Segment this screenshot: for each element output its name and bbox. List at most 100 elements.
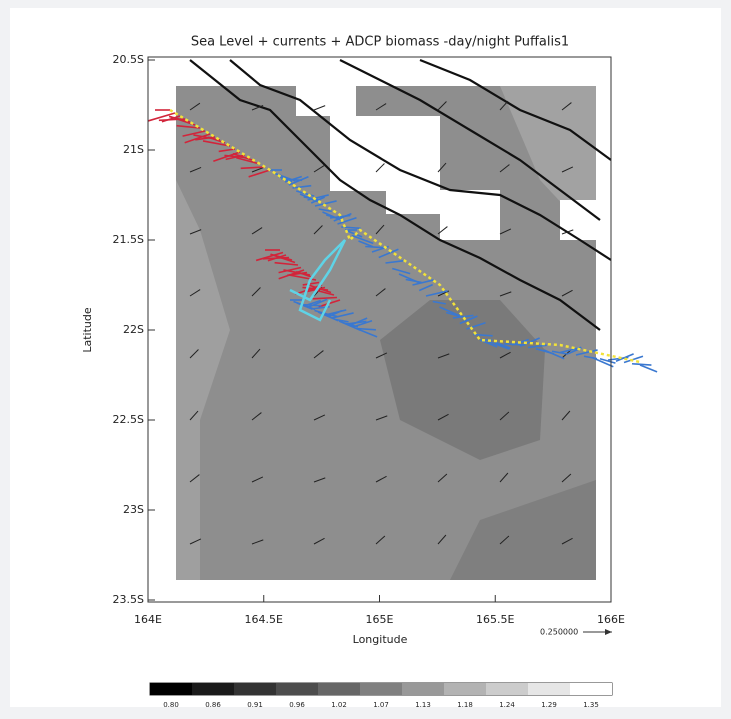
land-mask [386, 190, 440, 214]
colorbar-label: 1.35 [583, 701, 599, 709]
current-vector [313, 537, 325, 545]
adcp-stick [378, 248, 399, 259]
colorbar-swatch [402, 683, 444, 695]
y-tick-label: 23.5S [113, 593, 144, 606]
adcp-stick [300, 303, 322, 307]
colorbar-label: 1.29 [541, 701, 557, 709]
current-vector [561, 229, 574, 235]
x-tick-label: 166E [597, 613, 625, 626]
colorbar-label: 1.07 [373, 701, 389, 709]
map-field [147, 58, 658, 580]
current-vector [561, 410, 571, 421]
current-vector [437, 226, 448, 235]
y-tick-label: 21S [123, 143, 144, 156]
adcp-stick [278, 266, 302, 274]
current-vector [313, 350, 324, 359]
colorbar-label: 1.13 [415, 701, 431, 709]
adcp-stick [337, 216, 357, 225]
y-tick-label: 23S [123, 503, 144, 516]
adcp-stick [543, 349, 565, 360]
current-vector [251, 476, 264, 483]
current-vector [251, 539, 264, 545]
current-vector [499, 100, 509, 111]
current-vector [313, 477, 326, 483]
y-tick-label: 21.5S [113, 233, 144, 246]
adcp-stick [147, 112, 176, 122]
y-tick-label: 22S [123, 323, 144, 336]
current-vector [251, 412, 262, 421]
colorbar-label: 0.91 [247, 701, 263, 709]
current-vector [437, 101, 447, 111]
current-vector [251, 167, 264, 173]
current-vector [561, 473, 572, 483]
adcp-stick [344, 229, 363, 238]
current-vector [189, 166, 202, 173]
colorbar-swatch [528, 683, 570, 695]
adcp-stick [335, 318, 349, 323]
colorbar-label: 1.24 [499, 701, 515, 709]
current-vector [251, 227, 263, 235]
current-vector [561, 289, 573, 297]
land-mask [296, 86, 356, 116]
adcp-stick [307, 298, 328, 309]
colorbar-label: 0.80 [163, 701, 179, 709]
adcp-stick [631, 362, 652, 366]
current-vector [189, 349, 199, 359]
current-vector [375, 288, 386, 297]
adcp-stick [519, 337, 540, 347]
current-vector [251, 104, 264, 111]
adcp-stick [487, 340, 510, 350]
colorbar-swatch [486, 683, 528, 695]
land-mask [560, 200, 596, 240]
current-vector [189, 474, 200, 483]
adcp-stick [439, 306, 462, 317]
adcp-stick [310, 287, 335, 296]
colorbar-label: 0.86 [205, 701, 221, 709]
current-vector [189, 538, 202, 545]
y-tick-label: 20.5S [113, 53, 144, 66]
adcp-stick [358, 240, 374, 248]
colorbar-swatch [360, 683, 402, 695]
current-vector [189, 229, 202, 235]
adcp-stick [495, 341, 511, 349]
current-vector [437, 413, 449, 421]
adcp-tracks [147, 109, 658, 373]
adcp-stick [551, 350, 568, 355]
adcp-stick [292, 184, 312, 189]
adcp-stick [405, 278, 422, 284]
ship-track [169, 108, 641, 364]
x-tick-label: 165E [366, 613, 394, 626]
x-tick-label: 164E [134, 613, 162, 626]
current-vector [189, 102, 201, 111]
adcp-stick [312, 296, 338, 300]
adcp-stick [317, 311, 339, 322]
adcp-stick [240, 166, 266, 170]
x-tick-label: 164.5E [245, 613, 283, 626]
adcp-stick [527, 344, 547, 349]
adcp-stick [452, 314, 474, 319]
coastline [189, 59, 601, 331]
adcp-stick [255, 251, 284, 262]
title: Sea Level + currents + ADCP biomass -day… [191, 35, 569, 50]
adcp-stick [432, 300, 446, 305]
current-vector [375, 475, 387, 483]
adcp-stick [303, 299, 321, 307]
y-tick-label: 22.5S [113, 413, 144, 426]
adcp-stick [425, 290, 448, 297]
current-vector [251, 348, 261, 359]
colorbar-swatch [318, 683, 360, 695]
adcp-stick [274, 261, 299, 266]
adcp-stick [248, 169, 271, 178]
current-vector [561, 537, 573, 545]
current-vector [499, 228, 512, 235]
adcp-stick [176, 124, 201, 129]
x-tick-label: 165.5E [476, 613, 514, 626]
adcp-stick [331, 312, 354, 319]
current-vector [499, 535, 510, 545]
land-mask [440, 190, 500, 240]
adcp-stick [591, 356, 614, 368]
adcp-stick [184, 133, 211, 144]
adcp-stick [195, 136, 216, 141]
colorbar-label: 1.18 [457, 701, 473, 709]
